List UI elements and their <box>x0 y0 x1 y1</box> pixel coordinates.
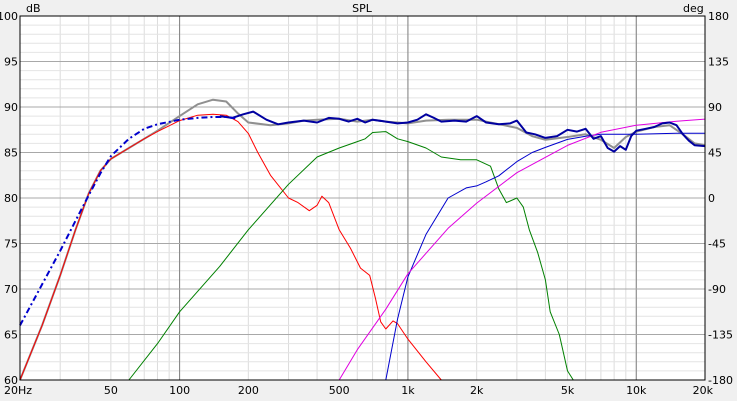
x-tick-label: 50 <box>104 384 118 397</box>
series-line-4 <box>338 118 706 381</box>
x-tick-label: 10k <box>626 384 647 397</box>
series-line-3 <box>385 132 705 381</box>
y2-tick-label: 0 <box>708 192 715 205</box>
y-tick-label: 65 <box>4 329 18 342</box>
x-tick-label: 5k <box>561 384 575 397</box>
y2-tick-label: -135 <box>708 329 733 342</box>
y2-axis-label: deg <box>683 2 704 15</box>
y2-ticks: 180 135 90 45 0 -45 -90 -135 -180 <box>708 10 733 387</box>
y-tick-label: 100 <box>0 10 18 23</box>
plot-frame <box>19 15 706 381</box>
major-grid <box>20 16 705 380</box>
chart-title: SPL <box>352 2 373 15</box>
y-tick-label: 90 <box>4 101 18 114</box>
y2-tick-label: -45 <box>708 238 726 251</box>
x-tick-label: 200 <box>238 384 259 397</box>
x-ticks: 20Hz 50 100 200 500 1k 2k 5k 10k 20k <box>4 384 714 397</box>
y-tick-label: 85 <box>4 147 18 160</box>
y2-tick-label: -90 <box>708 283 726 296</box>
x-tick-label: 20k <box>693 384 714 397</box>
y2-tick-label: 135 <box>708 56 729 69</box>
x-tick-label: 2k <box>470 384 484 397</box>
y-tick-label: 70 <box>4 283 18 296</box>
y-tick-label: 95 <box>4 56 18 69</box>
y-axis-label: dB <box>26 2 41 15</box>
y-tick-label: 60 <box>4 374 18 387</box>
y-tick-label: 75 <box>4 238 18 251</box>
y2-tick-label: 45 <box>708 147 722 160</box>
x-tick-label: 1k <box>401 384 415 397</box>
y-tick-label: 80 <box>4 192 18 205</box>
series-line-2 <box>128 131 574 381</box>
series-line-5 <box>219 110 706 153</box>
x-tick-label: 100 <box>169 384 190 397</box>
series-group <box>19 98 706 381</box>
x-tick-label: 20Hz <box>4 384 32 397</box>
y2-tick-label: -180 <box>708 374 733 387</box>
y-ticks: 100 95 90 85 80 75 70 65 60 <box>0 10 18 387</box>
x-tick-label: 500 <box>329 384 350 397</box>
y2-tick-label: 180 <box>708 10 729 23</box>
y2-tick-label: 90 <box>708 101 722 114</box>
